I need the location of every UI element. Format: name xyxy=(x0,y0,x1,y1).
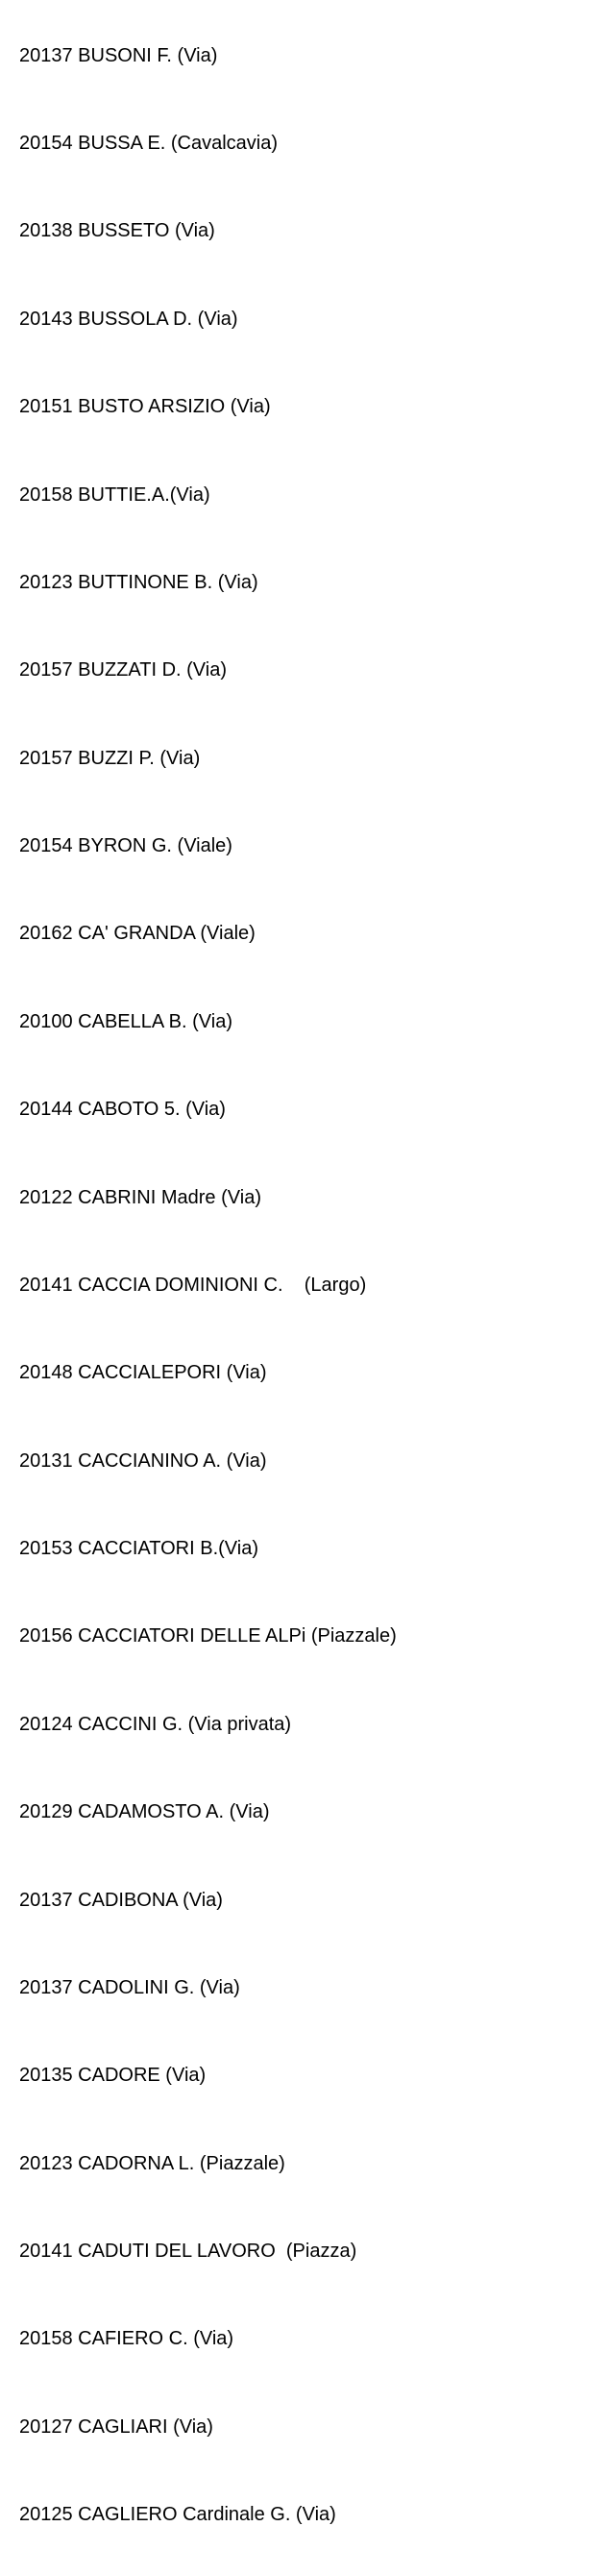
postal-code: 20144 xyxy=(19,1099,73,1121)
postal-code: 20100 xyxy=(19,1010,73,1032)
street-list-item: 20141 CACCIA DOMINIONI C. (Largo) xyxy=(19,1275,610,1297)
street-name: BUZZATI D. (Via) xyxy=(72,659,228,681)
street-list-item: 20162 CA' GRANDA (Viale) xyxy=(19,923,610,945)
street-name: BUSSA E. (Cavalcavia) xyxy=(72,133,279,155)
postal-code: 20125 xyxy=(19,2504,73,2526)
street-list-item: 20127 CAGLIARI (Via) xyxy=(19,2416,610,2439)
street-name: CAGLIARI (Via) xyxy=(72,2415,213,2438)
postal-code: 20137 xyxy=(19,1976,73,1998)
street-list-item: 20157 BUZZI P. (Via) xyxy=(19,748,610,770)
postal-code: 20148 xyxy=(19,1362,73,1384)
street-name: BUTTINONE B. (Via) xyxy=(72,571,258,593)
street-list-item: 20157 BUZZATI D. (Via) xyxy=(19,659,610,681)
postal-code: 20138 xyxy=(19,220,73,242)
postal-code: 20131 xyxy=(19,1449,73,1472)
postal-code: 20151 xyxy=(19,396,73,418)
street-list-item: 20137 CADOLINI G. (Via) xyxy=(19,1977,610,1999)
street-list-item: 20158 BUTTIE.A.(Via) xyxy=(19,484,610,507)
postal-code: 20157 xyxy=(19,659,73,681)
street-name: CABOTO 5. (Via) xyxy=(72,1099,226,1121)
street-list-item: 20154 BYRON G. (Viale) xyxy=(19,835,610,857)
street-name: CACCIA DOMINIONI C. (Largo) xyxy=(72,1274,367,1296)
postal-code: 20123 xyxy=(19,2152,73,2174)
street-list-item: 20153 CACCIATORI B.(Via) xyxy=(19,1538,610,1560)
street-name: CADUTI DEL LAVORO (Piazza) xyxy=(72,2241,357,2263)
street-name: BUSSOLA D. (Via) xyxy=(72,308,238,330)
street-list-item: 20158 CAFIERO C. (Via) xyxy=(19,2328,610,2350)
postal-code: 20137 xyxy=(19,44,73,66)
street-name: CA' GRANDA (Viale) xyxy=(72,923,256,945)
postal-code: 20157 xyxy=(19,747,73,769)
street-list-item: 20123 BUTTINONE B. (Via) xyxy=(19,572,610,594)
postal-code: 20154 xyxy=(19,133,73,155)
street-name: CADAMOSTO A. (Via) xyxy=(72,1801,270,1823)
street-name: CACCIATORI DELLE ALPi (Piazzale) xyxy=(72,1625,397,1647)
postal-code: 20123 xyxy=(19,571,73,593)
street-name: CACCIANINO A. (Via) xyxy=(72,1449,267,1472)
street-list-item: 20138 BUSSETO (Via) xyxy=(19,220,610,242)
postal-code: 20141 xyxy=(19,1274,73,1296)
street-name: CACCIATORI B.(Via) xyxy=(72,1538,258,1560)
street-name: CACCINI G. (Via privata) xyxy=(72,1713,292,1735)
postal-code: 20137 xyxy=(19,1889,73,1911)
street-list-item: 20151 BUSTO ARSIZIO (Via) xyxy=(19,396,610,418)
street-name: CAGLIERO Cardinale G. (Via) xyxy=(72,2504,336,2526)
postal-code: 20153 xyxy=(19,1538,73,1560)
postal-code: 20127 xyxy=(19,2415,73,2438)
street-list-item: 20123 CADORNA L. (Piazzale) xyxy=(19,2153,610,2175)
street-name: CABRINI Madre (Via) xyxy=(72,1186,261,1208)
street-name: CADORE (Via) xyxy=(72,2065,207,2087)
street-list-item: 20129 CADAMOSTO A. (Via) xyxy=(19,1801,610,1823)
postal-code: 20154 xyxy=(19,835,73,857)
street-list-item: 20125 CAGLIERO Cardinale G. (Via) xyxy=(19,2504,610,2526)
street-name: CACCIALEPORI (Via) xyxy=(72,1362,267,1384)
street-name: BUSTO ARSIZIO (Via) xyxy=(72,396,271,418)
postal-code: 20124 xyxy=(19,1713,73,1735)
postal-code: 20135 xyxy=(19,2065,73,2087)
postal-code: 20141 xyxy=(19,2241,73,2263)
street-list-item: 20122 CABRINI Madre (Via) xyxy=(19,1187,610,1209)
street-name: BUZZI P. (Via) xyxy=(72,747,201,769)
street-list-item: 20100 CABELLA B. (Via) xyxy=(19,1011,610,1033)
street-name: CADIBONA (Via) xyxy=(72,1889,223,1911)
postal-code: 20122 xyxy=(19,1186,73,1208)
street-list-item: 20131 CACCIANINO A. (Via) xyxy=(19,1450,610,1473)
street-list-item: 20148 CACCIALEPORI (Via) xyxy=(19,1362,610,1384)
street-list-item: 20124 CACCINI G. (Via privata) xyxy=(19,1714,610,1736)
street-name: CADOLINI G. (Via) xyxy=(72,1976,240,1998)
postal-code: 20158 xyxy=(19,2328,73,2350)
postal-code: 20143 xyxy=(19,308,73,330)
street-name: CABELLA B. (Via) xyxy=(72,1010,233,1032)
street-name: BUSSETO (Via) xyxy=(72,220,215,242)
street-name: BUSONI F. (Via) xyxy=(72,44,218,66)
street-name: BYRON G. (Viale) xyxy=(72,835,232,857)
street-list-item: 20156 CACCIATORI DELLE ALPi (Piazzale) xyxy=(19,1625,610,1647)
street-list-item: 20154 BUSSA E. (Cavalcavia) xyxy=(19,133,610,155)
street-list-item: 20137 CADIBONA (Via) xyxy=(19,1890,610,1912)
postal-code: 20162 xyxy=(19,923,73,945)
street-list-item: 20135 CADORE (Via) xyxy=(19,2065,610,2087)
street-list-item: 20137 BUSONI F. (Via) xyxy=(19,45,610,67)
postal-code: 20158 xyxy=(19,483,73,506)
street-list-item: 20141 CADUTI DEL LAVORO (Piazza) xyxy=(19,2241,610,2263)
street-list-item: 20143 BUSSOLA D. (Via) xyxy=(19,309,610,331)
postal-code: 20129 xyxy=(19,1801,73,1823)
street-name: CADORNA L. (Piazzale) xyxy=(72,2152,285,2174)
street-list-item: 20144 CABOTO 5. (Via) xyxy=(19,1099,610,1121)
postal-code: 20156 xyxy=(19,1625,73,1647)
street-name: CAFIERO C. (Via) xyxy=(72,2328,234,2350)
street-name: BUTTIE.A.(Via) xyxy=(72,483,210,506)
